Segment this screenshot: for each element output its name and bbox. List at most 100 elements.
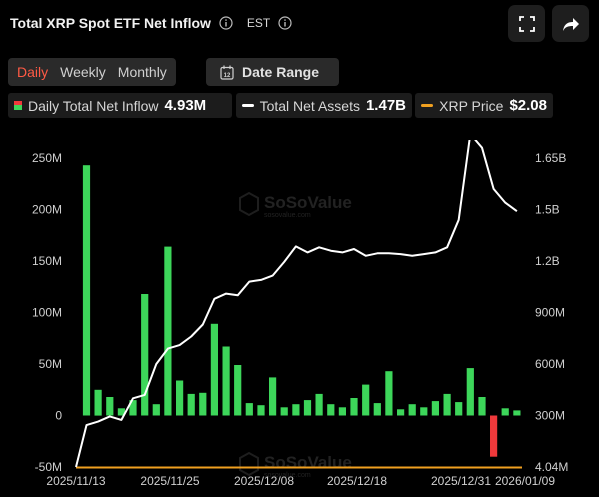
legend-price[interactable]: XRP Price $2.08 [415, 93, 553, 118]
left-tick-label: 100M [32, 306, 62, 320]
net-assets-line [75, 140, 518, 468]
inflow-bar [187, 393, 195, 416]
right-axis: 1.65B 1.5B 1.2B 900M 600M 300M 4.04M [535, 151, 568, 474]
inflow-bar [94, 389, 102, 416]
timezone-label: EST [246, 16, 271, 30]
fullscreen-icon [518, 15, 535, 32]
inflow-bar [431, 401, 439, 416]
timezone-info-icon[interactable] [278, 16, 292, 30]
inflow-bar [303, 400, 312, 416]
inflow-bar [478, 397, 486, 416]
watermark-group: SoSoValuesosovalue.comSoSoValuesosovalue… [239, 191, 352, 479]
inflow-bar [176, 380, 184, 416]
inflow-bar [408, 404, 416, 416]
timeframe-tabs: Daily Weekly Monthly [8, 58, 176, 86]
date-range-button[interactable]: 12 Date Range [206, 58, 339, 86]
right-tick-label: 600M [535, 357, 565, 371]
inflow-bar [501, 408, 509, 416]
inflow-bar [152, 404, 160, 416]
left-tick-label: -50M [35, 460, 62, 474]
right-tick-label: 900M [535, 306, 565, 320]
calendar-icon: 12 [220, 65, 234, 80]
inflow-bar [269, 377, 277, 416]
inflow-bar [385, 371, 393, 416]
inflow-bar [397, 409, 405, 416]
inflow-bar [210, 323, 218, 416]
watermark-url: sosovalue.com [264, 212, 311, 219]
x-tick-label: 2025/12/31 [431, 474, 491, 488]
left-tick-label: 150M [32, 254, 62, 268]
inflow-bar [129, 400, 137, 416]
inflow-bar [222, 346, 230, 416]
inflow-chart[interactable]: SoSoValuesosovalue.comSoSoValuesosovalue… [0, 140, 599, 497]
assets-swatch [242, 104, 254, 107]
timeframe-toolbar: Daily Weekly Monthly [8, 58, 176, 86]
left-tick-label: 200M [32, 203, 62, 217]
legend-inflow-label: Daily Total Net Inflow [28, 97, 159, 114]
right-tick-label: 1.5B [535, 203, 560, 217]
x-tick-label: 2025/12/18 [327, 474, 387, 488]
inflow-bar [257, 405, 265, 416]
info-icon[interactable] [219, 16, 233, 30]
tab-daily[interactable]: Daily [17, 64, 49, 80]
inflow-bar [455, 402, 463, 416]
right-tick-label: 300M [535, 409, 565, 423]
inflow-bar [106, 397, 114, 416]
watermark-brand: SoSoValue [264, 193, 352, 212]
inflow-bar [420, 407, 428, 416]
legend-inflow-value: 4.93M [164, 97, 207, 114]
inflow-bar [245, 403, 253, 416]
line-series [75, 140, 522, 469]
x-tick-label: 2026/01/09 [495, 474, 555, 488]
watermark-brand: SoSoValue [264, 453, 352, 472]
left-tick-label: 250M [32, 151, 62, 165]
x-tick-label: 2025/11/13 [46, 474, 105, 488]
watermark-logo-icon [239, 451, 259, 477]
chart-title: Total XRP Spot ETF Net Inflow [10, 15, 211, 31]
legend-inflow[interactable]: Daily Total Net Inflow 4.93M [8, 93, 232, 118]
left-tick-label: 50M [39, 357, 62, 371]
x-tick-label: 2025/12/08 [234, 474, 294, 488]
legend-assets-value: 1.47B [365, 97, 406, 114]
inflow-bar [280, 407, 288, 416]
chart-header: Total XRP Spot ETF Net Inflow EST [10, 12, 292, 34]
inflow-bar [82, 165, 91, 416]
legend-assets[interactable]: Total Net Assets 1.47B [236, 93, 412, 118]
inflow-bar [362, 384, 370, 416]
right-tick-label: 4.04M [535, 460, 568, 474]
inflow-bar [315, 393, 323, 416]
bar-series [82, 165, 521, 457]
inflow-bar [443, 393, 451, 416]
inflow-bar [141, 294, 149, 416]
watermark-url: sosovalue.com [264, 472, 311, 479]
x-axis: 2025/11/13 2025/11/25 2025/12/08 2025/12/18… [46, 474, 555, 488]
inflow-bar [338, 407, 346, 416]
inflow-bar [292, 404, 300, 416]
right-tick-label: 1.65B [535, 151, 566, 165]
inflow-bar [199, 392, 207, 416]
tab-monthly[interactable]: Monthly [117, 64, 167, 80]
outflow-bar [490, 415, 498, 457]
date-range-label: Date Range [242, 64, 320, 80]
calendar-day: 12 [224, 73, 231, 79]
price-swatch [421, 104, 434, 107]
fullscreen-button[interactable] [508, 5, 545, 42]
inflow-bar [373, 403, 381, 416]
share-icon [562, 17, 579, 31]
inflow-swatch [14, 101, 22, 110]
inflow-bar [117, 408, 125, 416]
right-tick-label: 1.2B [535, 254, 560, 268]
legend-assets-label: Total Net Assets [259, 97, 360, 114]
share-button[interactable] [552, 5, 589, 42]
tab-weekly[interactable]: Weekly [60, 64, 106, 80]
x-tick-label: 2025/11/25 [140, 474, 199, 488]
inflow-bar [327, 404, 335, 416]
inflow-bar [466, 368, 474, 416]
inflow-bar [234, 365, 242, 416]
left-axis: 250M 200M 150M 100M 50M 0 -50M [32, 151, 62, 474]
left-tick-label: 0 [55, 409, 62, 423]
inflow-bar [513, 410, 521, 416]
legend-price-label: XRP Price [439, 97, 504, 114]
watermark-logo-icon [239, 191, 259, 217]
